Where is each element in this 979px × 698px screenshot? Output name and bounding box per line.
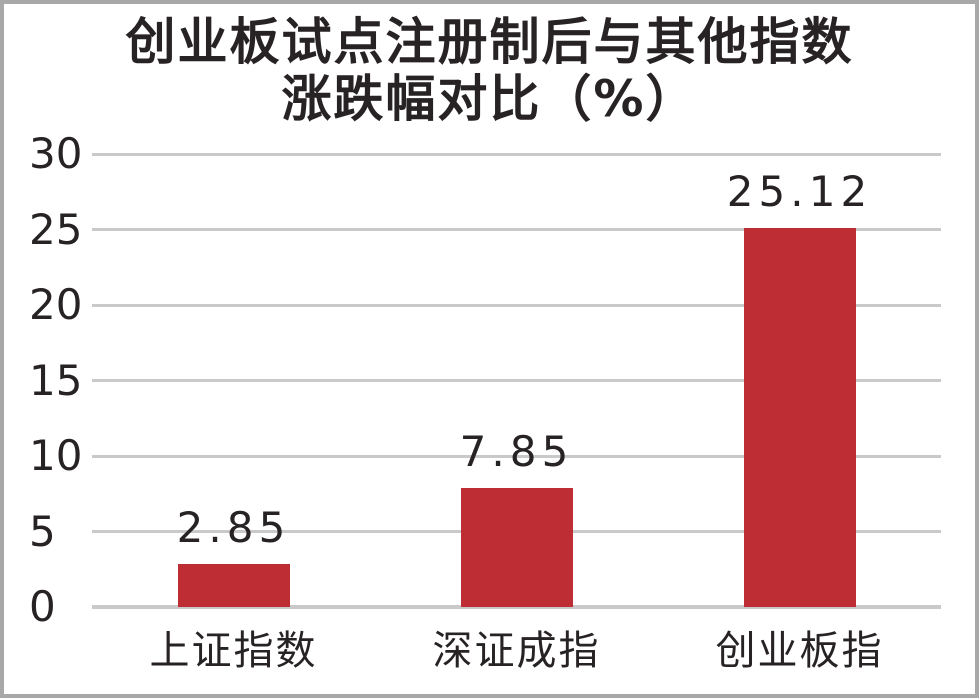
category-label-shenzhen: 深证成指 [432, 628, 601, 674]
chart-title-line-2: 涨跌幅对比（%） [281, 70, 698, 128]
bar-value-label-shenzhen: 7.85 [459, 427, 574, 477]
bar-shangzheng-index [177, 563, 290, 607]
plot-area: 2.85 上证指数 7.85 深证成指 25.12 创业板指 [92, 152, 941, 673]
y-axis-tick-label-20: 20 [29, 280, 83, 329]
y-axis-tick-label-5: 5 [29, 506, 56, 556]
bar-group-shenzhen: 7.85 深证成指 [433, 154, 599, 673]
chart-title-line-1: 创业板试点注册制后与其他指数 [125, 13, 854, 71]
bar-value-label-shangzheng: 2.85 [176, 502, 291, 552]
category-label-chinext: 创业板指 [715, 628, 884, 674]
y-axis-tick-label-30: 30 [29, 129, 83, 178]
bar-group-chinext: 25.12 创业板指 [716, 154, 882, 673]
category-label-shangzheng: 上证指数 [149, 628, 318, 674]
y-axis-tick-label-10: 10 [29, 431, 83, 480]
gridline-y-30 [92, 152, 941, 156]
y-axis-tick-label-15: 15 [29, 355, 83, 405]
y-axis-tick-label-0: 0 [29, 582, 56, 631]
bar-shenzhen-component [460, 488, 573, 607]
bar-chinext-index [743, 227, 856, 607]
gridline-y-20 [92, 303, 941, 307]
bar-value-label-chinext: 25.12 [726, 166, 873, 216]
chart-title: 创业板试点注册制后与其他指数 涨跌幅对比（%） [4, 14, 975, 128]
y-axis-tick-label-25: 25 [29, 204, 83, 254]
gridline-y-0 [92, 605, 941, 609]
gridline-y-10 [92, 454, 941, 458]
bar-group-shangzheng: 2.85 上证指数 [150, 154, 316, 673]
gridline-y-15 [92, 379, 941, 382]
gridline-y-25 [92, 228, 941, 231]
